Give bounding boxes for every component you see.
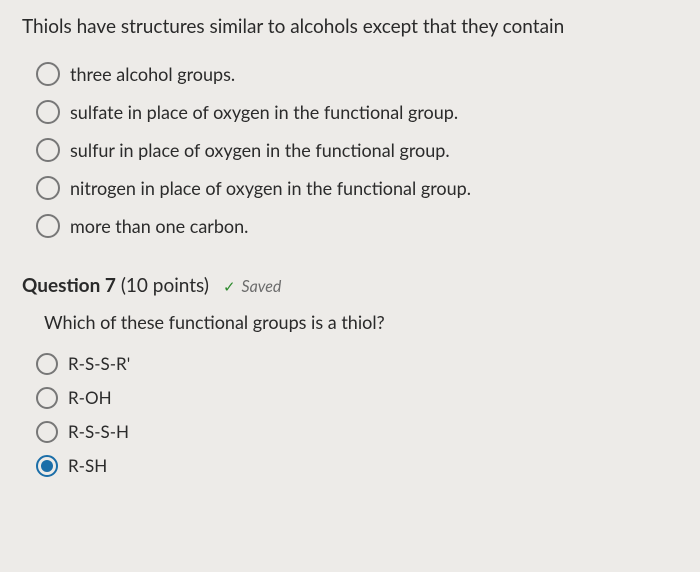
option-label: sulfate in place of oxygen in the functi…	[70, 101, 458, 123]
q1-options: three alcohol groups. sulfate in place o…	[22, 62, 678, 238]
q2-option-1[interactable]: R-OH	[36, 387, 678, 409]
option-label: sulfur in place of oxygen in the functio…	[70, 139, 450, 161]
q1-option-4[interactable]: more than one carbon.	[36, 214, 678, 238]
saved-label: Saved	[242, 277, 282, 296]
radio-icon	[36, 214, 60, 238]
option-label: three alcohol groups.	[70, 63, 235, 85]
q1-option-0[interactable]: three alcohol groups.	[36, 62, 678, 86]
q2-stem: Which of these functional groups is a th…	[22, 311, 678, 333]
check-icon: ✓	[223, 278, 236, 296]
option-label: R-S-S-R'	[68, 353, 130, 374]
q2-option-2[interactable]: R-S-S-H	[36, 421, 678, 443]
radio-icon	[36, 455, 58, 477]
q2-title: Question 7 (10 points)	[22, 274, 209, 297]
q2-option-0[interactable]: R-S-S-R'	[36, 353, 678, 375]
radio-icon	[36, 100, 60, 124]
q2-number: Question 7	[22, 274, 116, 297]
radio-icon	[36, 176, 60, 200]
saved-indicator: ✓ Saved	[223, 277, 281, 296]
q2-header: Question 7 (10 points) ✓ Saved	[22, 274, 678, 297]
option-label: nitrogen in place of oxygen in the funct…	[70, 177, 471, 199]
option-label: R-SH	[68, 455, 107, 476]
option-label: R-OH	[68, 387, 112, 408]
q1-stem: Thiols have structures similar to alcoho…	[22, 14, 678, 40]
q1-option-2[interactable]: sulfur in place of oxygen in the functio…	[36, 138, 678, 162]
q1-option-1[interactable]: sulfate in place of oxygen in the functi…	[36, 100, 678, 124]
q2-option-3[interactable]: R-SH	[36, 455, 678, 477]
radio-icon	[36, 387, 58, 409]
option-label: R-S-S-H	[68, 421, 129, 442]
q1-option-3[interactable]: nitrogen in place of oxygen in the funct…	[36, 176, 678, 200]
q2-options: R-S-S-R' R-OH R-S-S-H R-SH	[22, 353, 678, 477]
radio-icon	[36, 421, 58, 443]
radio-icon	[36, 353, 58, 375]
q2-points: (10 points)	[121, 274, 209, 297]
radio-icon	[36, 62, 60, 86]
radio-icon	[36, 138, 60, 162]
quiz-surface: Thiols have structures similar to alcoho…	[0, 0, 700, 572]
option-label: more than one carbon.	[70, 215, 248, 237]
